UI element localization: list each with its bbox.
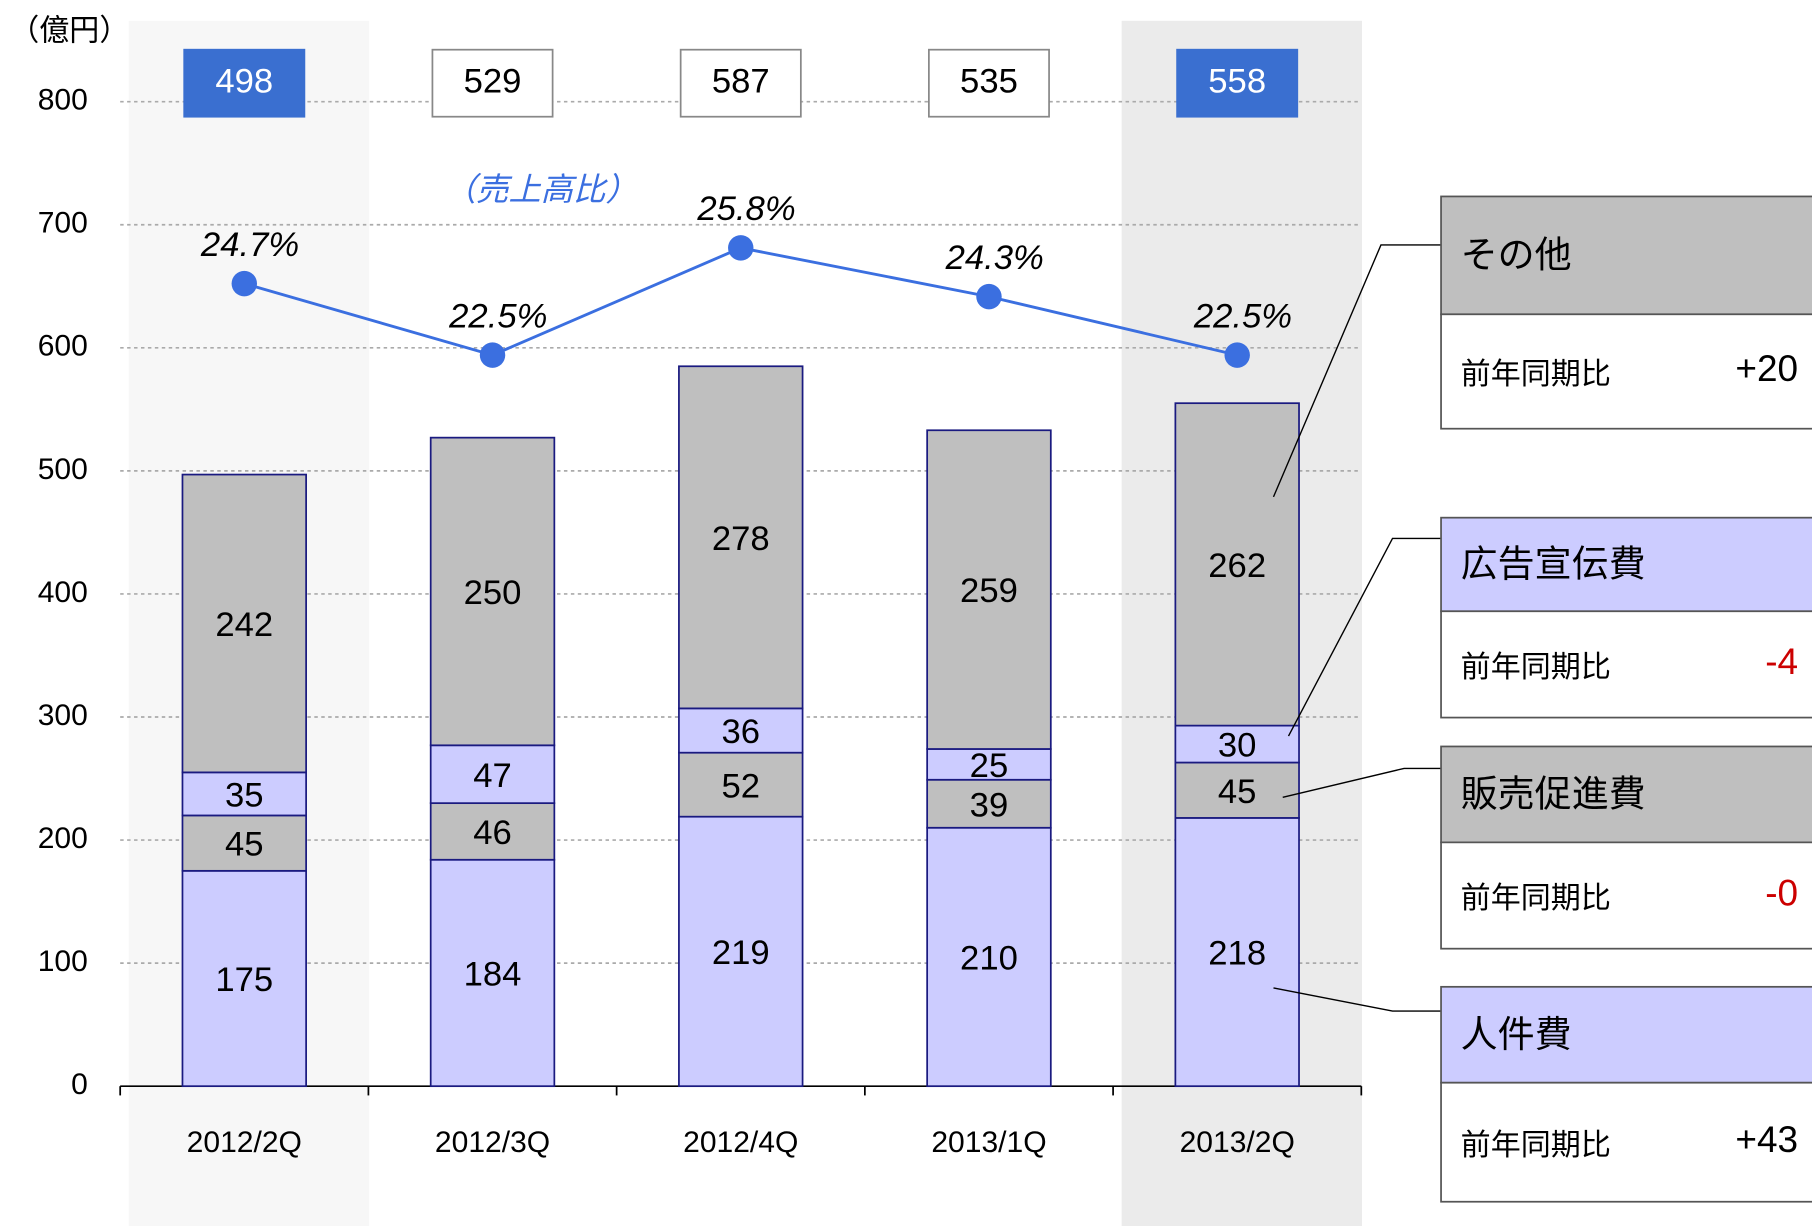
data-label: 250 — [464, 574, 522, 612]
x-tick-label: 2012/4Q — [683, 1126, 798, 1159]
panel-title: 販売促進費 — [1461, 773, 1646, 814]
panel-title: その他 — [1461, 234, 1572, 275]
data-label: 45 — [225, 826, 264, 864]
data-label: 218 — [1208, 935, 1266, 973]
total-box — [928, 48, 1050, 118]
leader-line — [1287, 537, 1442, 737]
data-label: 46 — [473, 814, 512, 852]
y-tick-label: 200 — [38, 822, 88, 855]
panel-yoy-label: 前年同期比 — [1461, 1129, 1611, 1162]
data-label: 242 — [215, 606, 273, 644]
panel-yoy-label: 前年同期比 — [1461, 882, 1611, 915]
bar-segment — [926, 826, 1052, 1088]
bar-segment — [429, 858, 556, 1088]
ratio-line — [243, 246, 1238, 357]
leader-line — [1272, 244, 1442, 498]
leader-line — [1282, 767, 1442, 798]
data-label: 219 — [712, 934, 770, 972]
y-tick-label: 0 — [71, 1068, 88, 1101]
bar-segment — [429, 802, 556, 861]
bar-segment — [429, 436, 556, 747]
data-label: 52 — [721, 767, 760, 805]
data-label: 35 — [225, 777, 264, 815]
line-name: （売上高比） — [444, 171, 638, 207]
ratio-label: 24.3% — [945, 239, 1044, 277]
panel-body — [1440, 841, 1812, 950]
bar-segment — [181, 473, 307, 774]
data-label: 25 — [970, 747, 1009, 785]
y-tick-label: 600 — [38, 330, 88, 363]
total-box — [431, 48, 554, 118]
bar-segment — [678, 815, 804, 1088]
total-label: 498 — [215, 62, 273, 100]
data-label: 45 — [1218, 773, 1257, 811]
total-box — [183, 48, 306, 118]
y-unit-label: （億円） — [9, 14, 129, 47]
total-label: 529 — [464, 62, 522, 100]
y-tick-label: 100 — [38, 945, 88, 978]
x-tick-label: 2013/1Q — [931, 1126, 1046, 1159]
ratio-point — [1224, 342, 1250, 368]
bar-segment — [181, 814, 307, 872]
bar-segment — [926, 429, 1052, 750]
y-tick-label: 700 — [38, 207, 88, 240]
bar-segment — [181, 771, 307, 817]
bar-segment — [1174, 761, 1300, 819]
data-label: 30 — [1218, 727, 1257, 765]
panel-yoy-value: +43 — [1735, 1119, 1798, 1160]
y-tick-label: 500 — [38, 453, 88, 486]
ratio-point — [479, 342, 506, 368]
x-tick-label: 2012/2Q — [187, 1126, 302, 1159]
panel-body — [1440, 313, 1812, 430]
bar-segment — [678, 751, 804, 818]
data-label: 175 — [215, 961, 273, 999]
ratio-label: 22.5% — [448, 297, 547, 335]
bar-segment — [181, 869, 307, 1088]
leader-line — [1273, 987, 1442, 1012]
panel-yoy-label: 前年同期比 — [1461, 651, 1611, 684]
data-label: 259 — [960, 572, 1018, 610]
panel-yoy-value: -4 — [1765, 641, 1798, 682]
panel-yoy-value: +20 — [1735, 348, 1798, 389]
data-label: 47 — [473, 757, 512, 795]
panel-title: 人件費 — [1461, 1014, 1572, 1055]
y-tick-label: 400 — [38, 576, 88, 609]
ratio-point — [231, 270, 258, 297]
bar-segment — [1174, 724, 1300, 764]
bar-segment — [1174, 817, 1300, 1088]
y-tick-label: 800 — [38, 84, 88, 117]
panel-body — [1440, 610, 1812, 719]
panel-title: 広告宣伝費 — [1461, 544, 1646, 585]
data-label: 210 — [960, 940, 1018, 978]
bar-segment — [926, 778, 1052, 829]
data-label: 36 — [721, 713, 760, 751]
bar-segment — [678, 365, 804, 710]
bar-segment — [1174, 402, 1300, 727]
data-label: 278 — [712, 520, 770, 558]
panel-body — [1440, 1081, 1812, 1203]
bar-segment — [678, 707, 804, 754]
ratio-label: 24.7% — [200, 226, 299, 264]
total-label: 558 — [1208, 62, 1266, 100]
x-tick-label: 2013/2Q — [1180, 1126, 1295, 1159]
ratio-label: 22.5% — [1193, 297, 1292, 335]
data-label: 262 — [1208, 547, 1266, 585]
total-label: 535 — [960, 62, 1018, 100]
ratio-label: 25.8% — [696, 190, 795, 228]
x-tick-label: 2012/3Q — [435, 1126, 550, 1159]
total-box — [679, 48, 802, 118]
y-tick-label: 300 — [38, 699, 88, 732]
panel-yoy-value: -0 — [1765, 872, 1798, 913]
bar-segment — [926, 748, 1052, 781]
total-box — [1176, 48, 1299, 118]
panel-yoy-label: 前年同期比 — [1461, 358, 1611, 391]
ratio-point — [976, 283, 1002, 310]
bar-segment — [429, 744, 556, 805]
ratio-point — [728, 235, 754, 261]
total-label: 587 — [712, 62, 770, 100]
data-label: 39 — [970, 786, 1009, 824]
data-label: 184 — [464, 956, 522, 994]
